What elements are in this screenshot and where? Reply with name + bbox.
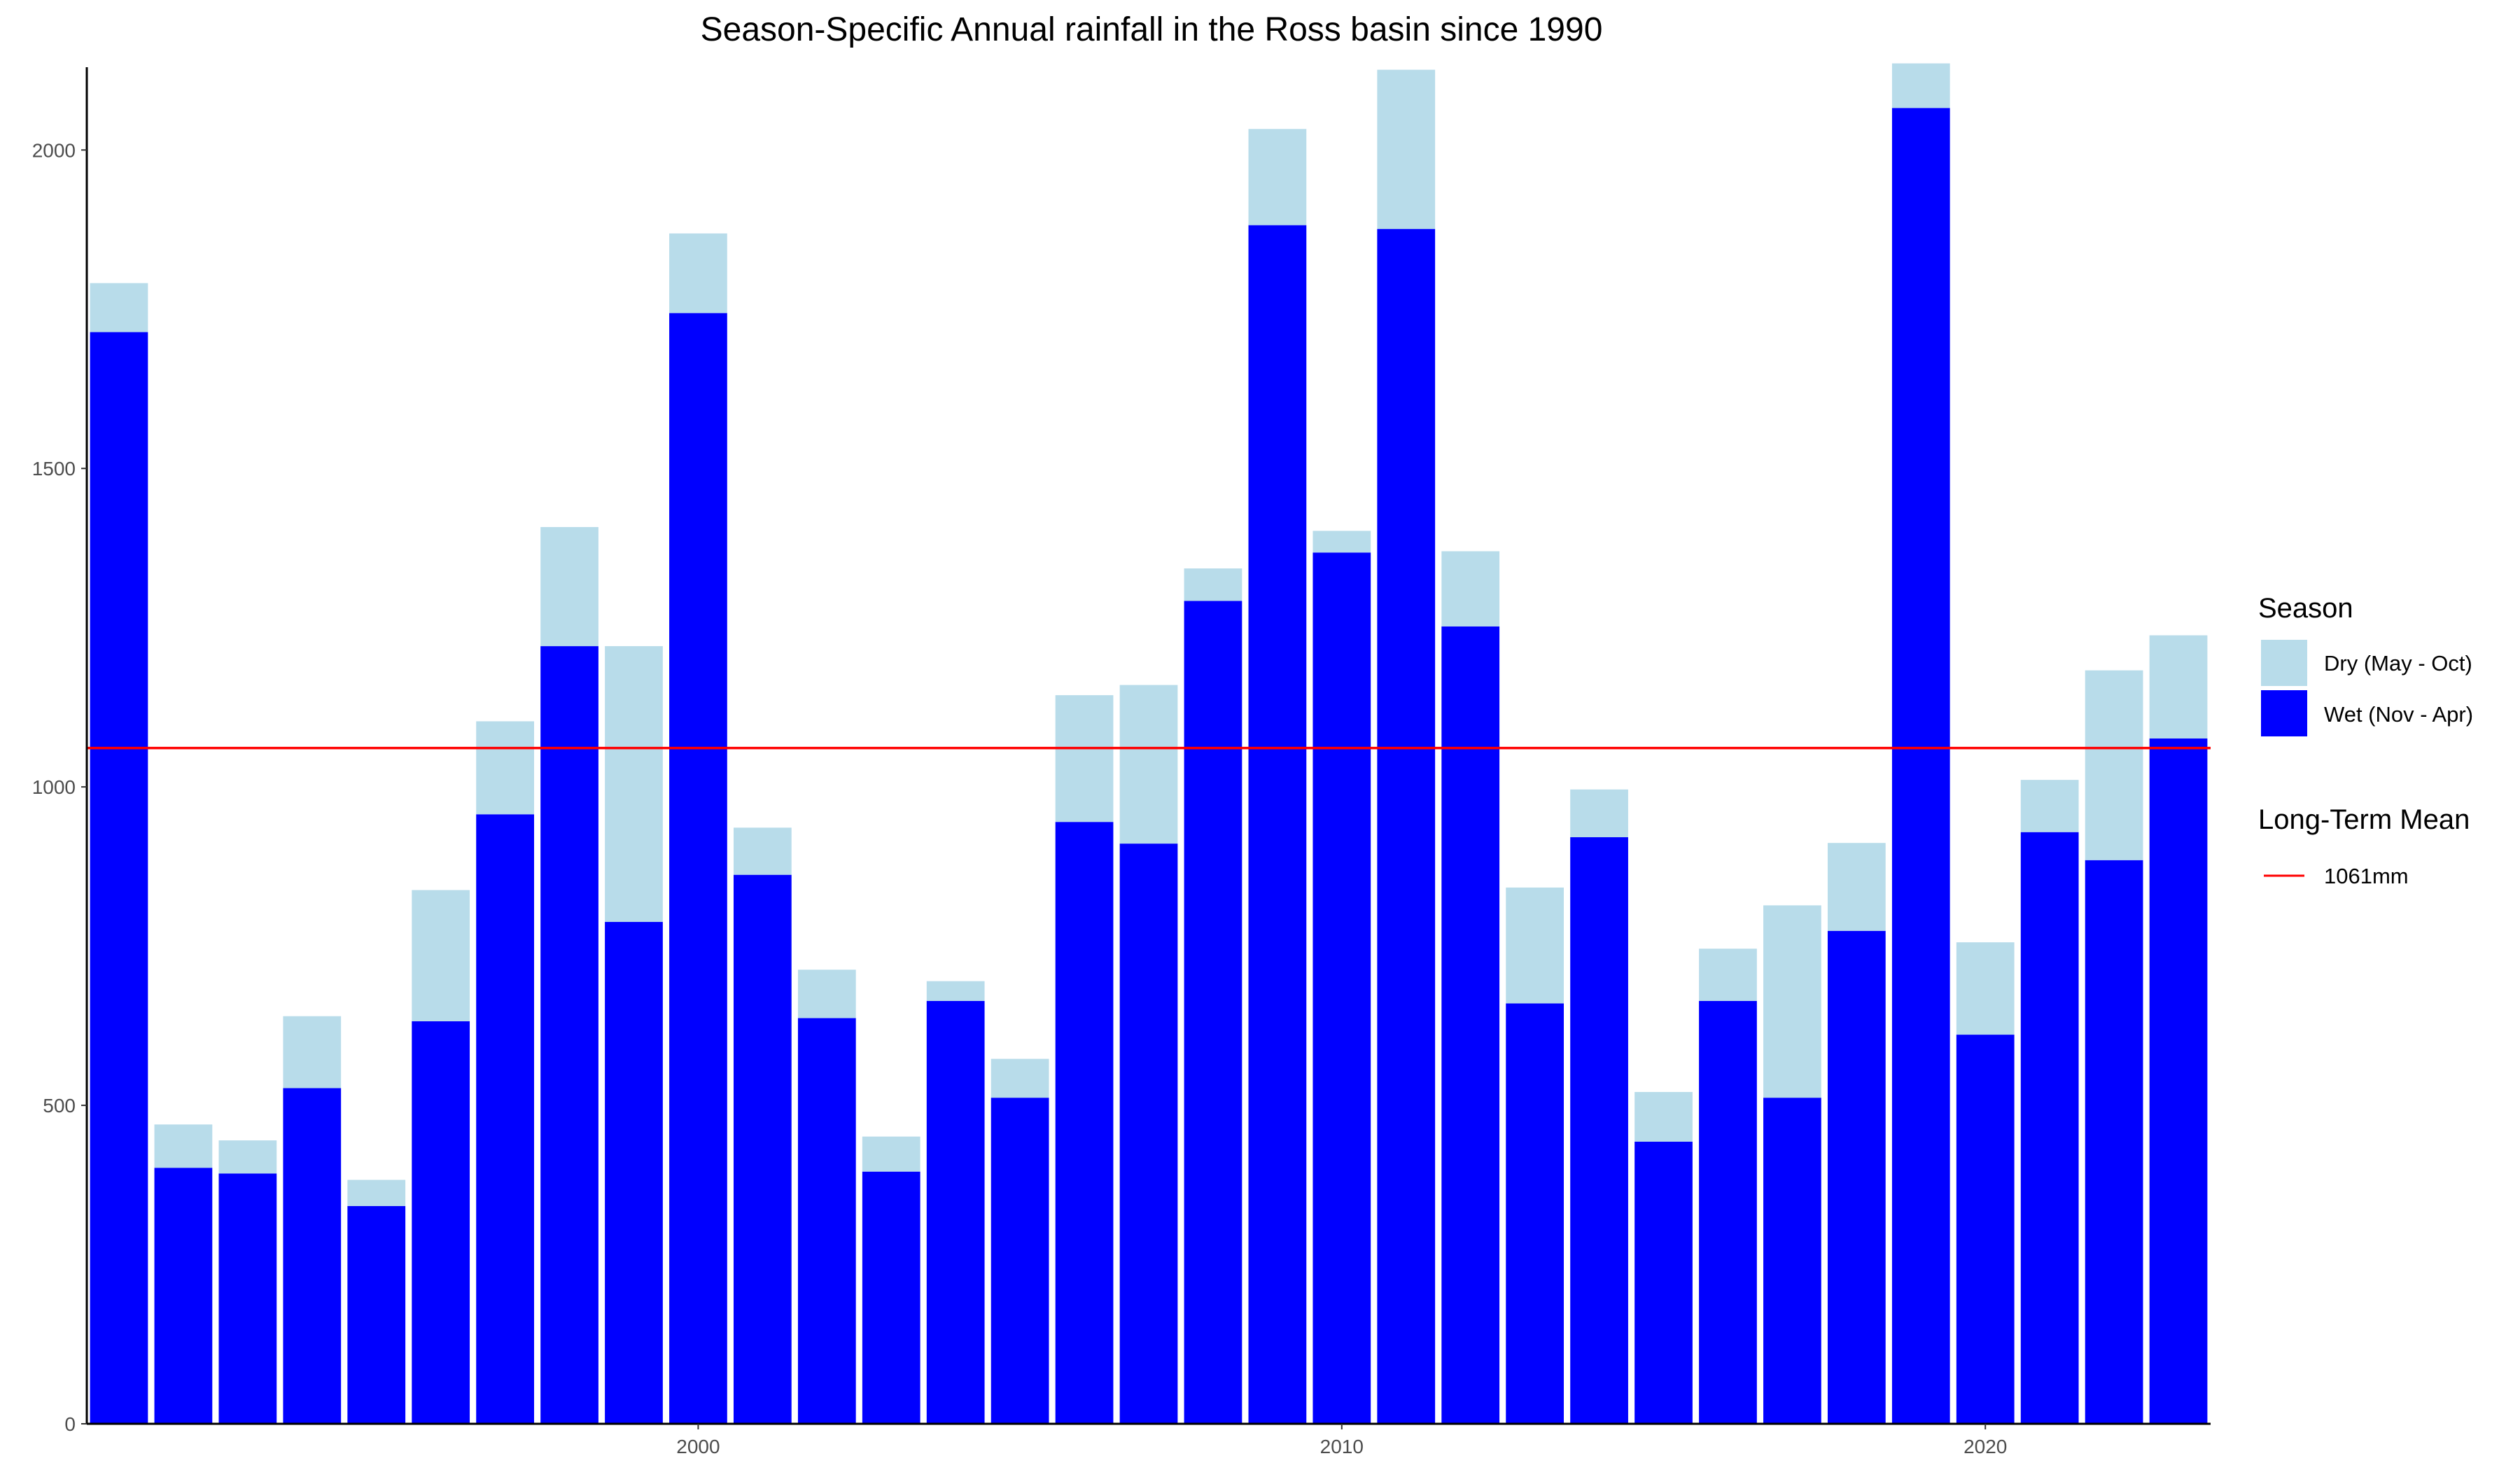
bar-wet-2004 [926,1000,985,1424]
y-tick-label: 1000 [32,776,76,798]
legend-title-mean: Long-Term Mean [2258,804,2470,835]
bar-wet-2015 [1634,1141,1693,1424]
bar-dry-2003 [862,1136,920,1172]
bar-wet-2011 [1377,229,1436,1424]
bar-dry-2020 [1956,942,2015,1035]
bar-dry-2011 [1377,69,1436,230]
bar-dry-1997 [476,721,534,815]
bar-dry-2016 [1699,948,1757,1001]
bar-wet-2005 [990,1098,1049,1424]
bar-dry-2022 [2085,670,2143,860]
bar-wet-2014 [1570,837,1628,1424]
bar-dry-2001 [733,827,792,875]
legend-key-dry [2261,640,2307,686]
bar-wet-2020 [1956,1035,2015,1424]
bar-wet-1996 [412,1021,470,1424]
bar-dry-2023 [2149,635,2208,738]
x-axis-ticks: 2000 2010 2020 [676,1424,2007,1457]
bar-dry-2007 [1119,685,1178,844]
x-tick-label: 2020 [1963,1436,2007,1457]
bar-wet-1992 [154,1168,213,1424]
bar-wet-2003 [862,1171,920,1424]
bar-dry-2021 [2020,780,2079,832]
y-axis-ticks: 0 500 1000 1500 2000 [32,139,87,1435]
bar-wet-2006 [1055,822,1114,1424]
bar-wet-2023 [2149,738,2208,1424]
bar-dry-2010 [1312,531,1371,553]
bar-wet-1993 [218,1173,277,1424]
bar-wet-1999 [605,922,663,1424]
bar-wet-1994 [283,1088,342,1424]
bar-dry-2019 [1891,63,1950,108]
bar-dry-1994 [283,1016,342,1088]
chart-title: Season-Specific Annual rainfall in the R… [701,11,1603,48]
bar-wet-2018 [1827,930,1886,1424]
bar-wet-2021 [2020,832,2079,1424]
bar-wet-1991 [90,332,148,1424]
bar-dry-2000 [669,233,727,314]
bar-wet-2013 [1506,1003,1564,1424]
bar-wet-2000 [669,313,727,1424]
legend-label-wet: Wet (Nov - Apr) [2324,702,2473,727]
bar-wet-2007 [1119,844,1178,1424]
y-tick-label: 1500 [32,458,76,479]
bar-dry-2018 [1827,843,1886,931]
bar-dry-2008 [1184,568,1242,601]
x-tick-label: 2000 [676,1436,720,1457]
bar-dry-2004 [926,981,985,1001]
bar-dry-1999 [605,646,663,923]
bar-wet-1998 [540,646,598,1424]
bar-dry-2015 [1634,1091,1693,1142]
bar-dry-2013 [1506,887,1564,1004]
bar-dry-2006 [1055,695,1114,822]
bar-dry-2012 [1441,551,1500,626]
bar-wet-1997 [476,814,534,1424]
legend: Season Dry (May - Oct) Wet (Nov - Apr) L… [2258,593,2473,888]
bars-layer [90,63,2208,1424]
bar-wet-2012 [1441,626,1500,1424]
bar-wet-2019 [1891,108,1950,1424]
bar-wet-2010 [1312,552,1371,1424]
bar-dry-1992 [154,1124,213,1168]
bar-dry-1991 [90,283,148,332]
legend-key-wet [2261,690,2307,736]
legend-title-season: Season [2258,593,2353,624]
bar-wet-2022 [2085,860,2143,1424]
bar-dry-2005 [990,1058,1049,1098]
bar-wet-2017 [1763,1098,1821,1424]
bar-dry-1995 [347,1180,406,1206]
bar-dry-2009 [1248,129,1307,225]
bar-dry-2002 [797,969,856,1018]
legend-label-dry: Dry (May - Oct) [2324,651,2472,676]
bar-wet-2008 [1184,601,1242,1424]
bar-wet-2016 [1699,1000,1757,1424]
bar-dry-2017 [1763,905,1821,1098]
bar-wet-2001 [733,874,792,1424]
y-tick-label: 500 [43,1095,76,1116]
bar-dry-1996 [412,890,470,1021]
y-tick-label: 0 [64,1413,76,1435]
legend-label-mean: 1061mm [2324,864,2409,888]
y-tick-label: 2000 [32,139,76,161]
bar-dry-1998 [540,526,598,647]
bar-dry-1993 [218,1140,277,1174]
bar-dry-2014 [1570,789,1628,838]
bar-wet-2002 [797,1018,856,1424]
bar-wet-2009 [1248,225,1307,1424]
x-tick-label: 2010 [1320,1436,1364,1457]
bar-wet-1995 [347,1205,406,1424]
